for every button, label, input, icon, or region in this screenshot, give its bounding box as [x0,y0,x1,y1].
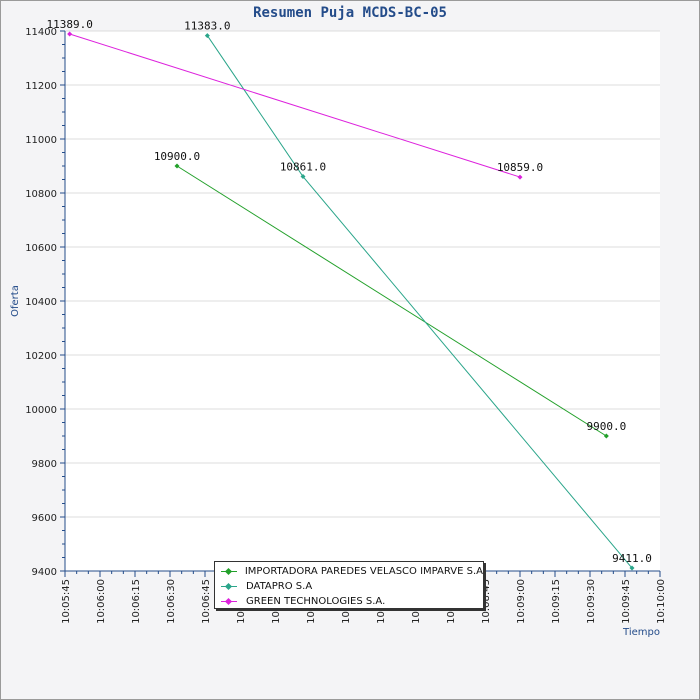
legend-label: IMPORTADORA PAREDES VELASCO IMPARVE S.A [244,566,483,577]
legend-marker-icon [221,597,237,607]
y-axis-label: Oferta [10,285,21,317]
series-2: 11389.0 10859.0 [46,18,543,180]
chart-legend: IMPORTADORA PAREDES VELASCO IMPARVE S.A … [214,561,484,609]
x-tick-label: 10:08:45 [481,579,492,624]
x-tick-label: 10:06:30 [166,579,177,624]
legend-label: GREEN TECHNOLOGIES S.A. [246,596,386,607]
legend-item: DATAPRO S.A [215,579,483,594]
series-line [176,165,607,437]
series-0: 10900.0 9900.0 [154,150,626,439]
x-tick-label: 10:09:45 [621,579,632,624]
y-tick-label: 11400 [25,27,57,38]
series-line [69,33,521,178]
y-tick-label: 10200 [25,351,57,362]
legend-item: IMPORTADORA PAREDES VELASCO IMPARVE S.A [215,564,483,579]
y-tick-label: 10600 [25,243,57,254]
y-tick-label: 9600 [32,513,57,524]
x-tick-label: 10:09:15 [551,579,562,624]
series-1: 11383.0 10861.0 9411.0 [184,20,652,571]
legend-label: DATAPRO S.A [246,581,313,592]
x-tick-label: 10:09:30 [586,579,597,624]
data-point [300,174,306,180]
legend-marker-icon [221,567,237,577]
y-tick-label: 11200 [25,81,57,92]
y-tick-label: 10400 [25,297,57,308]
data-point [603,433,609,439]
y-tick-label: 11000 [25,135,57,146]
data-point [67,31,73,37]
data-label: 11383.0 [184,20,230,33]
y-tick-label: 10000 [25,405,57,416]
data-label: 9411.0 [612,552,652,565]
x-tick-label: 10:05:45 [61,579,72,624]
data-label: 11389.0 [46,18,92,31]
data-label: 10861.0 [280,161,326,174]
data-point [204,33,210,39]
data-label: 9900.0 [586,420,626,433]
data-point [517,174,523,180]
data-label: 10859.0 [497,161,543,174]
y-tick-label: 9800 [32,459,57,470]
x-tick-label: 10:06:45 [201,579,212,624]
legend-item: GREEN TECHNOLOGIES S.A. [215,594,483,609]
x-tick-label: 10:06:15 [131,579,142,624]
chart-title: Resumen Puja MCDS-BC-05 [253,5,447,21]
data-label: 10900.0 [154,150,200,163]
y-tick-label: 10800 [25,189,57,200]
x-axis-label: Tiempo [622,627,660,638]
x-tick-label: 10:09:00 [516,579,527,624]
x-tick-label: 10:06:00 [96,579,107,624]
x-tick-label: 10:10:00 [656,579,667,624]
y-tick-label: 9400 [32,567,57,578]
legend-marker-icon [221,582,237,592]
data-point [174,163,180,169]
data-point [629,565,635,571]
